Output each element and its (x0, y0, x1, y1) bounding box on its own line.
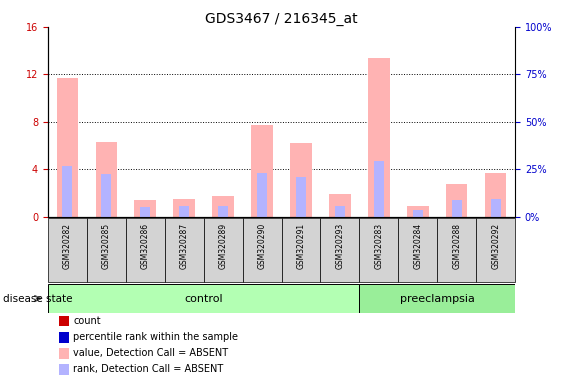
Text: preeclampsia: preeclampsia (400, 293, 475, 304)
Bar (437, 218, 476, 282)
Bar (179, 206, 189, 217)
Bar (212, 195, 234, 217)
Text: GSM320282: GSM320282 (63, 223, 72, 269)
Text: count: count (73, 316, 101, 326)
Bar (359, 218, 399, 282)
Bar (48, 284, 359, 313)
Bar (101, 174, 111, 217)
Bar (135, 200, 156, 217)
Bar (476, 218, 515, 282)
Text: GSM320293: GSM320293 (336, 223, 345, 269)
Text: GSM320285: GSM320285 (102, 223, 111, 269)
Text: value, Detection Call = ABSENT: value, Detection Call = ABSENT (73, 348, 229, 358)
Text: percentile rank within the sample: percentile rank within the sample (73, 332, 238, 342)
Bar (296, 177, 306, 217)
Bar (173, 199, 195, 217)
Bar (126, 218, 165, 282)
Text: GDS3467 / 216345_at: GDS3467 / 216345_at (205, 12, 358, 25)
Bar (329, 194, 351, 217)
Text: GSM320289: GSM320289 (218, 223, 227, 269)
Bar (57, 78, 78, 217)
Bar (320, 218, 359, 282)
Bar (165, 218, 204, 282)
Bar (291, 143, 312, 217)
Bar (204, 218, 243, 282)
Bar (87, 218, 126, 282)
Text: GSM320286: GSM320286 (141, 223, 150, 269)
Text: GSM320290: GSM320290 (257, 223, 266, 269)
Bar (140, 207, 150, 217)
Bar (62, 166, 72, 217)
Text: GSM320291: GSM320291 (297, 223, 306, 269)
Text: control: control (184, 293, 223, 304)
Bar (243, 218, 282, 282)
Text: disease state: disease state (3, 293, 72, 304)
Bar (413, 210, 423, 217)
Bar (399, 218, 437, 282)
Bar (257, 173, 267, 217)
Bar (491, 199, 501, 217)
Text: GSM320284: GSM320284 (413, 223, 422, 269)
Text: GSM320288: GSM320288 (452, 223, 461, 269)
Bar (96, 142, 117, 217)
Bar (407, 206, 428, 217)
Text: rank, Detection Call = ABSENT: rank, Detection Call = ABSENT (73, 364, 224, 374)
Bar (251, 126, 272, 217)
Bar (48, 218, 87, 282)
Bar (368, 58, 390, 217)
Text: GSM320283: GSM320283 (374, 223, 383, 269)
Bar (282, 218, 320, 282)
Bar (374, 161, 384, 217)
Bar (446, 184, 467, 217)
Bar (485, 173, 506, 217)
Bar (452, 200, 462, 217)
Text: GSM320292: GSM320292 (491, 223, 500, 269)
Text: GSM320287: GSM320287 (180, 223, 189, 269)
Bar (218, 206, 228, 217)
Bar (359, 284, 515, 313)
Bar (335, 206, 345, 217)
